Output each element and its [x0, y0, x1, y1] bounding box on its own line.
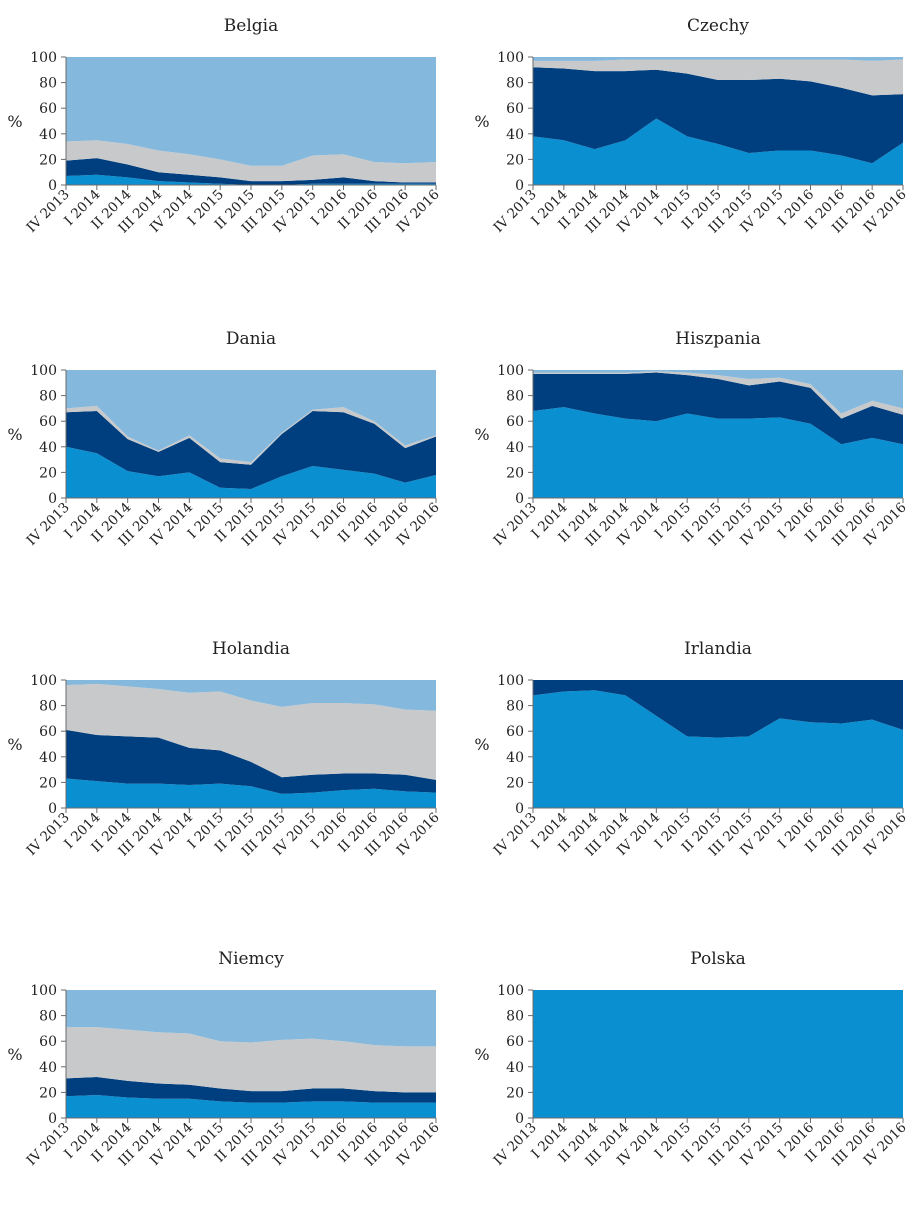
- area-irlandia-series-1: [533, 690, 903, 808]
- area-czechy-series-1: [533, 118, 903, 185]
- area-holandia-series-4: [66, 680, 436, 711]
- y-tick-label-polska: 0: [515, 1111, 524, 1127]
- chart-title-irlandia: Irlandia: [684, 639, 752, 659]
- y-tick-label-hiszpania: 100: [497, 363, 524, 379]
- y-tick-label-hiszpania: 60: [506, 414, 524, 430]
- area-dania-series-1: [66, 446, 436, 498]
- y-tick-label-polska: 100: [497, 983, 524, 999]
- y-tick-label-niemcy: 60: [39, 1034, 57, 1050]
- y-tick-label-polska: 60: [506, 1034, 524, 1050]
- y-tick-label-czechy: 0: [515, 178, 524, 194]
- y-tick-label-czechy: 80: [506, 76, 524, 92]
- y-tick-label-holandia: 0: [48, 801, 57, 817]
- y-tick-label-belgia: 60: [39, 101, 57, 117]
- y-tick-label-irlandia: 40: [506, 750, 524, 766]
- y-tick-label-polska: 40: [506, 1060, 524, 1076]
- y-tick-label-niemcy: 80: [39, 1009, 57, 1025]
- chart-title-niemcy: Niemcy: [218, 949, 284, 969]
- y-axis-label-irlandia: %: [474, 735, 489, 754]
- y-tick-label-hiszpania: 80: [506, 389, 524, 405]
- area-dania-series-4: [66, 370, 436, 463]
- chart-title-czechy: Czechy: [687, 16, 749, 36]
- y-tick-label-czechy: 100: [497, 50, 524, 66]
- area-dania-series-2: [66, 410, 436, 490]
- y-tick-label-hiszpania: 40: [506, 440, 524, 456]
- y-tick-label-holandia: 60: [39, 724, 57, 740]
- y-tick-label-dania: 0: [48, 491, 57, 507]
- y-tick-label-dania: 80: [39, 389, 57, 405]
- y-tick-label-holandia: 40: [39, 750, 57, 766]
- chart-title-hiszpania: Hiszpania: [675, 329, 760, 349]
- y-tick-label-hiszpania: 0: [515, 491, 524, 507]
- y-tick-label-holandia: 20: [39, 775, 57, 791]
- y-tick-label-holandia: 80: [39, 699, 57, 715]
- y-tick-label-niemcy: 100: [30, 983, 57, 999]
- y-tick-label-czechy: 60: [506, 101, 524, 117]
- area-holandia-series-3: [66, 683, 436, 780]
- y-tick-label-czechy: 40: [506, 127, 524, 143]
- y-tick-label-niemcy: 40: [39, 1060, 57, 1076]
- y-tick-label-irlandia: 20: [506, 775, 524, 791]
- area-polska-series-1: [533, 990, 903, 1118]
- area-belgia-series-1: [66, 174, 436, 185]
- y-tick-label-hiszpania: 20: [506, 465, 524, 481]
- y-tick-label-belgia: 80: [39, 76, 57, 92]
- y-tick-label-niemcy: 0: [48, 1111, 57, 1127]
- y-axis-label-hiszpania: %: [474, 425, 489, 444]
- area-czechy-series-2: [533, 67, 903, 164]
- y-tick-label-belgia: 20: [39, 152, 57, 168]
- y-tick-label-dania: 60: [39, 414, 57, 430]
- y-tick-label-irlandia: 60: [506, 724, 524, 740]
- area-belgia-series-4: [66, 57, 436, 166]
- y-tick-label-belgia: 100: [30, 50, 57, 66]
- y-tick-label-dania: 20: [39, 465, 57, 481]
- chart-title-holandia: Holandia: [212, 639, 290, 659]
- area-czechy-series-4: [533, 57, 903, 61]
- y-tick-label-irlandia: 80: [506, 699, 524, 715]
- area-niemcy-series-4: [66, 990, 436, 1047]
- y-tick-label-dania: 40: [39, 440, 57, 456]
- y-axis-label-belgia: %: [7, 112, 22, 131]
- chart-title-dania: Dania: [226, 329, 276, 349]
- chart-title-polska: Polska: [690, 949, 746, 969]
- y-tick-label-polska: 80: [506, 1009, 524, 1025]
- chart-title-belgia: Belgia: [224, 16, 278, 36]
- area-hiszpania-series-2: [533, 372, 903, 445]
- area-czechy-series-3: [533, 59, 903, 96]
- y-tick-label-holandia: 100: [30, 673, 57, 689]
- y-axis-label-niemcy: %: [7, 1045, 22, 1064]
- y-tick-label-belgia: 0: [48, 178, 57, 194]
- y-tick-label-niemcy: 20: [39, 1085, 57, 1101]
- y-axis-label-polska: %: [474, 1045, 489, 1064]
- area-niemcy-series-1: [66, 1094, 436, 1118]
- y-tick-label-czechy: 20: [506, 152, 524, 168]
- area-irlandia-series-2: [533, 680, 903, 738]
- y-tick-label-belgia: 40: [39, 127, 57, 143]
- area-holandia-series-1: [66, 778, 436, 808]
- area-niemcy-series-3: [66, 1027, 436, 1093]
- area-hiszpania-series-4: [533, 370, 903, 414]
- y-tick-label-polska: 20: [506, 1085, 524, 1101]
- y-axis-label-czechy: %: [474, 112, 489, 131]
- y-axis-label-holandia: %: [7, 735, 22, 754]
- y-axis-label-dania: %: [7, 425, 22, 444]
- area-niemcy-series-2: [66, 1077, 436, 1103]
- area-hiszpania-series-1: [533, 407, 903, 498]
- y-tick-label-irlandia: 0: [515, 801, 524, 817]
- y-tick-label-dania: 100: [30, 363, 57, 379]
- area-belgia-series-2: [66, 158, 436, 185]
- y-tick-label-irlandia: 100: [497, 673, 524, 689]
- area-belgia-series-3: [66, 140, 436, 183]
